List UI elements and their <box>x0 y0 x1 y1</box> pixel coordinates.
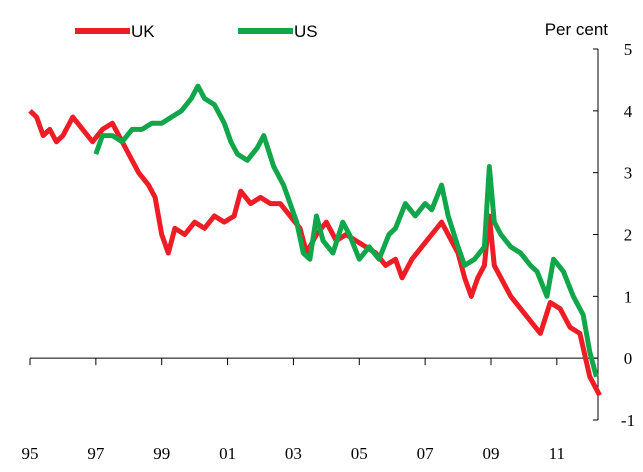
y-tick-label: 5 <box>624 40 633 59</box>
y-tick-label: -1 <box>621 411 635 430</box>
series-line <box>28 109 602 397</box>
series-line <box>93 83 599 378</box>
y-tick-label: 2 <box>624 226 633 245</box>
x-tick-label: 09 <box>482 444 499 463</box>
y-tick-label: 0 <box>624 349 633 368</box>
x-tick-label: 95 <box>22 444 39 463</box>
x-tick-label: 07 <box>417 444 435 463</box>
x-tick-label: 99 <box>153 444 170 463</box>
x-tick-label: 05 <box>351 444 368 463</box>
y-axis-label: Per cent <box>545 20 609 39</box>
x-tick-label: 11 <box>549 444 565 463</box>
y-tick-label: 1 <box>624 287 633 306</box>
x-tick-label: 03 <box>285 444 302 463</box>
y-tick-label: 3 <box>624 164 633 183</box>
y-tick-label: 4 <box>624 102 633 121</box>
legend-label: US <box>294 22 318 41</box>
legend-label: UK <box>131 22 155 41</box>
x-tick-label: 01 <box>219 444 236 463</box>
x-tick-label: 97 <box>87 444 105 463</box>
